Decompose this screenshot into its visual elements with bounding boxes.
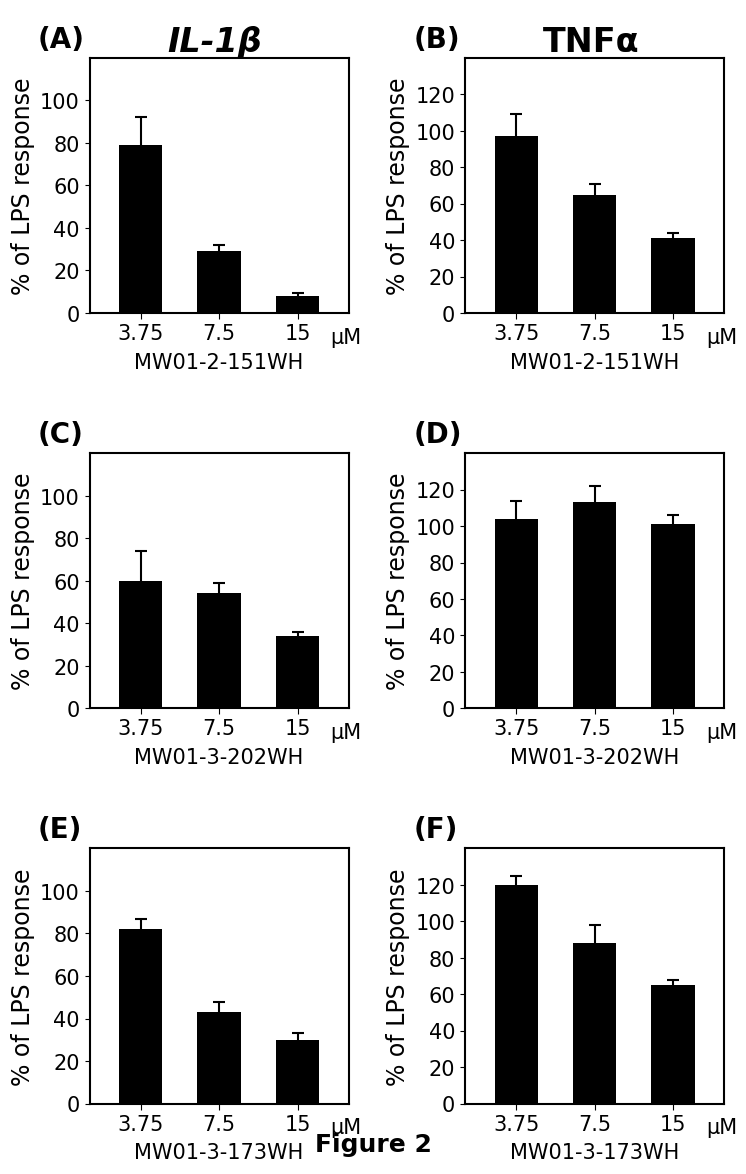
Bar	[651, 985, 695, 1104]
Text: μM: μM	[706, 1118, 737, 1138]
Bar	[651, 239, 695, 313]
Bar	[573, 502, 615, 709]
Y-axis label: % of LPS response: % of LPS response	[10, 77, 34, 295]
Text: IL-1β: IL-1β	[167, 26, 262, 59]
Text: μM: μM	[330, 328, 361, 348]
Text: μM: μM	[330, 1118, 361, 1138]
Text: (A): (A)	[38, 26, 85, 54]
X-axis label: MW01-3-173WH: MW01-3-173WH	[134, 1142, 304, 1162]
Text: μM: μM	[706, 328, 737, 348]
Text: (C): (C)	[38, 420, 84, 448]
Bar	[494, 519, 537, 709]
Y-axis label: % of LPS response: % of LPS response	[10, 472, 34, 690]
Text: μM: μM	[330, 722, 361, 742]
X-axis label: MW01-3-202WH: MW01-3-202WH	[510, 748, 679, 768]
Bar	[276, 297, 319, 313]
Bar	[573, 944, 615, 1104]
Bar	[198, 594, 240, 709]
Y-axis label: % of LPS response: % of LPS response	[386, 77, 410, 295]
Y-axis label: % of LPS response: % of LPS response	[10, 868, 34, 1085]
Bar	[494, 137, 537, 313]
Bar	[198, 1012, 240, 1104]
X-axis label: MW01-3-173WH: MW01-3-173WH	[510, 1142, 679, 1162]
Bar	[119, 930, 162, 1104]
Y-axis label: % of LPS response: % of LPS response	[386, 472, 410, 690]
Y-axis label: % of LPS response: % of LPS response	[386, 868, 410, 1085]
X-axis label: MW01-2-151WH: MW01-2-151WH	[510, 352, 679, 372]
Text: (B): (B)	[413, 26, 460, 54]
Bar	[119, 146, 162, 313]
Bar	[119, 581, 162, 709]
Text: (D): (D)	[413, 420, 462, 448]
Bar	[276, 1040, 319, 1104]
Bar	[494, 885, 537, 1104]
Text: μM: μM	[706, 722, 737, 742]
Bar	[573, 195, 615, 313]
Text: (F): (F)	[413, 816, 457, 844]
X-axis label: MW01-2-151WH: MW01-2-151WH	[134, 352, 304, 372]
Text: TNFα: TNFα	[542, 26, 639, 59]
X-axis label: MW01-3-202WH: MW01-3-202WH	[134, 748, 304, 768]
Text: Figure 2: Figure 2	[315, 1133, 431, 1156]
Bar	[651, 525, 695, 709]
Text: (E): (E)	[38, 816, 82, 844]
Bar	[276, 636, 319, 709]
Bar	[198, 252, 240, 313]
